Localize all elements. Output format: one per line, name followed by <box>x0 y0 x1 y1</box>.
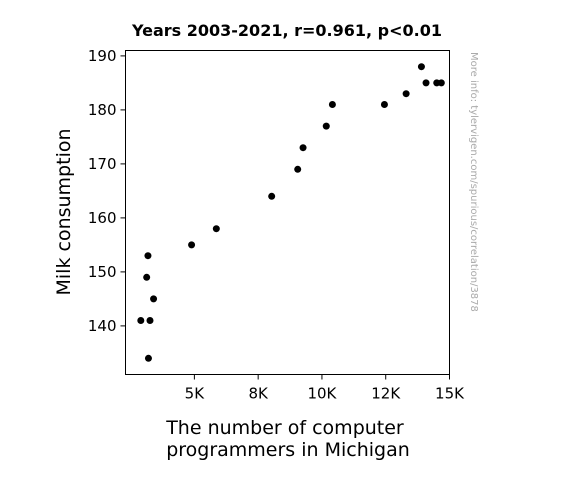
data-point <box>150 295 158 303</box>
y-axis: 140 150 160 170 180 190 <box>88 47 126 335</box>
data-point <box>422 79 430 87</box>
data-point <box>143 273 151 281</box>
chart-title: Years 2003-2021, r=0.961, p<0.01 <box>131 21 442 40</box>
data-point <box>437 79 445 87</box>
data-point <box>144 252 152 260</box>
data-points <box>137 63 445 362</box>
data-point <box>380 101 388 108</box>
y-tick-label: 150 <box>88 263 117 281</box>
data-point <box>294 165 302 173</box>
x-tick-label: 12K <box>371 385 401 403</box>
x-axis-label: The number of computer programmers in Mi… <box>165 417 410 461</box>
y-tick-label: 140 <box>88 317 117 335</box>
data-point <box>212 225 220 233</box>
x-axis-label-line-2: programmers in Michigan <box>166 439 410 461</box>
plot-area <box>125 50 450 375</box>
data-point <box>417 63 425 71</box>
y-tick-label: 190 <box>88 47 117 65</box>
x-tick-label: 8K <box>248 385 269 403</box>
x-axis: 5K 8K 10K 12K 15K <box>185 374 465 403</box>
x-tick-label: 15K <box>435 385 465 403</box>
y-tick-label: 160 <box>88 209 117 227</box>
data-point <box>188 241 196 249</box>
data-point <box>144 354 152 362</box>
y-tick-label: 170 <box>88 155 117 173</box>
data-point <box>146 317 154 324</box>
y-tick-label: 180 <box>88 101 117 119</box>
y-axis-label: Milk consumption <box>53 128 75 295</box>
data-point <box>402 90 410 98</box>
source-note: More info: tylervigen.com/spurious/corre… <box>468 52 479 312</box>
data-point <box>137 317 145 324</box>
x-tick-label: 5K <box>185 385 206 403</box>
data-point <box>328 101 336 108</box>
x-tick-label: 10K <box>307 385 337 403</box>
data-point <box>268 192 276 200</box>
data-point <box>322 122 330 130</box>
x-axis-label-line-1: The number of computer <box>165 417 404 439</box>
data-point <box>299 144 307 152</box>
